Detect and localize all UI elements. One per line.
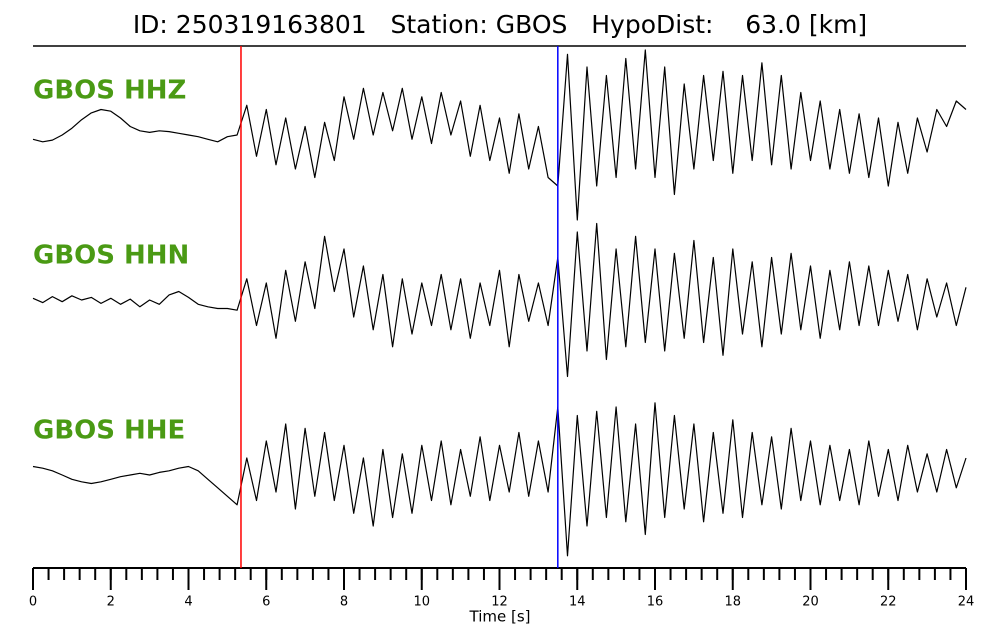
x-tick-label: 14: [569, 595, 586, 610]
chart-title: ID: 250319163801 Station: GBOS HypoDist:…: [133, 10, 867, 39]
waveform: [32, 402, 967, 557]
x-tick-label: 18: [724, 595, 741, 610]
x-tick-label: 2: [107, 595, 115, 610]
waveform: [32, 222, 967, 378]
x-tick-label: 22: [880, 595, 897, 610]
x-tick-label: 4: [184, 595, 192, 610]
x-tick-label: 20: [802, 595, 819, 610]
trace-label: GBOS HHZ: [33, 76, 186, 106]
x-tick-label: 6: [262, 595, 270, 610]
waveform: [32, 49, 967, 221]
x-tick-label: 12: [491, 595, 508, 610]
x-tick-label: 8: [340, 595, 348, 610]
x-tick-label: 0: [29, 595, 37, 610]
trace-label: GBOS HHE: [33, 416, 185, 446]
trace-label: GBOS HHN: [33, 241, 189, 271]
x-axis-label: Time [s]: [469, 608, 531, 626]
x-tick-label: 16: [647, 595, 664, 610]
x-tick-label: 24: [958, 595, 975, 610]
x-tick-label: 10: [413, 595, 430, 610]
